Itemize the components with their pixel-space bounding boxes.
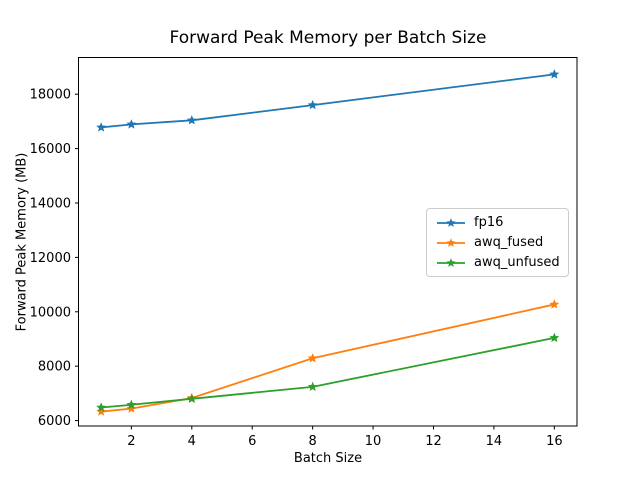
x-tick-label: 8 (309, 434, 317, 449)
marker-star-awq_unfused (96, 402, 107, 412)
chart-title: Forward Peak Memory per Batch Size (169, 28, 487, 48)
legend-label: fp16 (474, 215, 504, 230)
marker-star-fp16 (96, 122, 107, 132)
line-star-swatch-icon (437, 257, 465, 267)
x-tick-label: 10 (365, 434, 382, 449)
y-tick-label: 6000 (38, 414, 71, 429)
legend-entry-awq_fused: awq_fused (436, 233, 568, 253)
marker-star-fp16 (549, 69, 560, 79)
y-tick-label: 14000 (30, 196, 71, 211)
marker-star-awq_fused (549, 299, 560, 309)
marker-star-awq_fused (96, 406, 107, 416)
x-axis-label: Batch Size (293, 451, 363, 466)
x-tick-label: 2 (127, 434, 135, 449)
line-star-swatch-icon (437, 217, 465, 227)
marker-star-awq_fused (307, 353, 318, 363)
y-tick-label: 8000 (38, 360, 71, 375)
x-tick-label: 12 (425, 434, 442, 449)
series-line-awq_unfused (100, 336, 556, 409)
marker-star-awq_unfused (126, 399, 137, 409)
marker-star-awq_unfused (186, 393, 197, 404)
x-tick-label: 6 (248, 434, 256, 449)
x-tick-label: 16 (546, 434, 563, 449)
legend-entry-awq_unfused: awq_unfused (436, 253, 568, 273)
legend-label: awq_unfused (474, 255, 560, 270)
x-tick-label: 14 (486, 434, 503, 449)
marker-star-fp16 (126, 119, 137, 129)
marker-star-awq_fused (126, 403, 137, 413)
plot-spines (78, 57, 578, 427)
x-tick-label: 4 (188, 434, 196, 449)
marker-star-awq_unfused (307, 381, 318, 392)
legend-label: awq_fused (474, 235, 544, 250)
line-star-swatch-icon (437, 237, 465, 247)
series-line-awq_fused (100, 303, 556, 413)
y-tick-label: 18000 (30, 88, 71, 103)
marker-star-fp16 (186, 115, 197, 125)
marker-star-awq_unfused (549, 332, 560, 343)
legend: fp16 awq_fused awq_unfused (426, 208, 569, 277)
y-tick-label: 10000 (30, 305, 71, 320)
series-line-fp16 (100, 73, 556, 129)
y-tick-label: 16000 (30, 142, 71, 157)
y-tick-label: 12000 (30, 251, 71, 266)
legend-entry-fp16: fp16 (436, 213, 568, 233)
marker-star-fp16 (307, 99, 318, 110)
